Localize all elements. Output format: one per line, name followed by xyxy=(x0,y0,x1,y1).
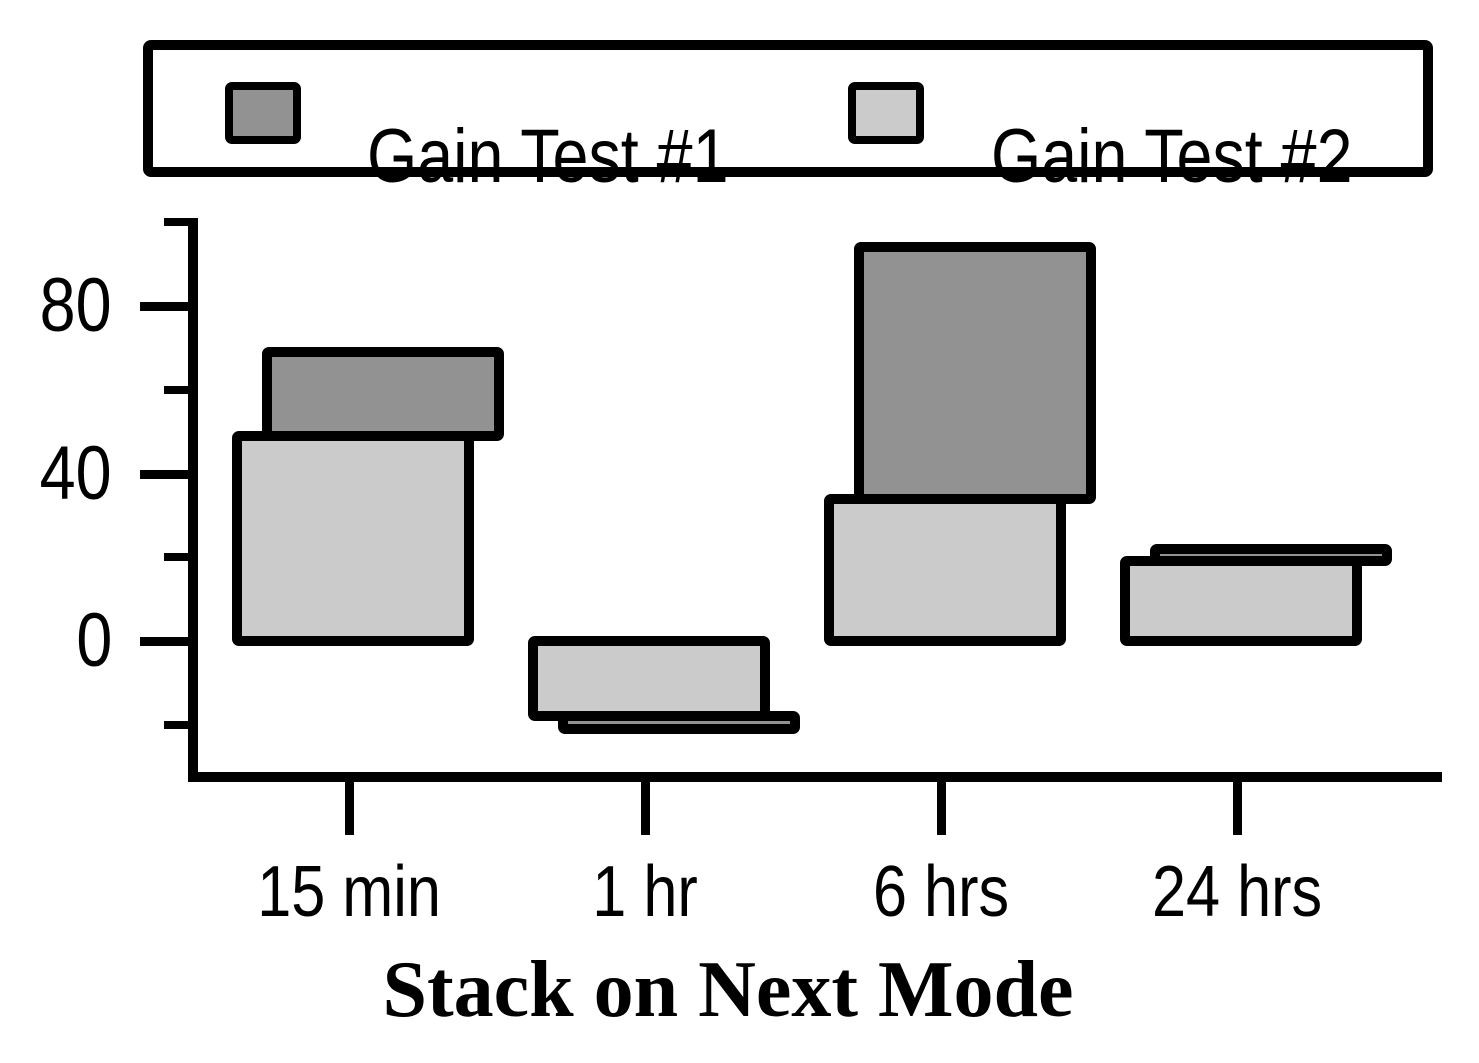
x-tick-label-15-min: 15 min xyxy=(189,852,509,932)
y-minor-tick-60 xyxy=(164,385,190,394)
x-tick-label-1-hr: 1 hr xyxy=(485,852,805,932)
bar-gain-test-1-15-min xyxy=(262,347,504,441)
legend-label-gain-test-1: Gain Test #1 xyxy=(367,112,792,202)
x-tick-label-text: 24 hrs xyxy=(1151,852,1323,932)
x-axis-line xyxy=(188,772,1442,782)
bar-gain-test-2-24-hrs xyxy=(1120,556,1362,646)
x-tick-1-hr xyxy=(641,782,650,835)
legend-swatch-gain-test-2 xyxy=(848,82,924,144)
y-axis-line xyxy=(188,218,198,782)
legend: Gain Test #1 Gain Test #2 xyxy=(143,40,1433,199)
bar-gain-test-1-6-hrs xyxy=(854,242,1096,504)
bar-gain-test-2-15-min xyxy=(232,430,474,646)
y-major-tick-40 xyxy=(140,469,190,479)
bar-gain-test-2-1-hr xyxy=(528,636,770,722)
x-tick-24-hrs xyxy=(1233,782,1242,835)
x-axis-title: Stack on Next Mode xyxy=(382,946,1074,1034)
x-tick-label-text: 6 hrs xyxy=(872,852,1010,932)
y-tick-label-0: 0 xyxy=(0,601,112,681)
x-tick-15-min xyxy=(345,782,354,835)
y-minor-tick-100 xyxy=(164,218,190,227)
x-tick-label-text: 15 min xyxy=(257,852,441,932)
y-tick-label-text: 40 xyxy=(40,430,112,516)
x-tick-6-hrs xyxy=(937,782,946,835)
legend-label-text: Gain Test #2 xyxy=(991,114,1353,199)
y-tick-label-40: 40 xyxy=(0,430,112,516)
x-tick-label-6-hrs: 6 hrs xyxy=(781,852,1101,932)
bar-gain-test-2-6-hrs xyxy=(824,493,1066,646)
legend-swatch-gain-test-1 xyxy=(225,82,301,144)
y-minor-tick-20 xyxy=(164,553,190,562)
y-tick-label-text: 0 xyxy=(76,598,112,683)
x-tick-label-24-hrs: 24 hrs xyxy=(1077,852,1397,932)
y-tick-label-80: 80 xyxy=(0,266,112,346)
legend-label-text: Gain Test #1 xyxy=(367,114,729,199)
y-tick-label-text: 80 xyxy=(40,263,112,348)
y-minor-tick--20 xyxy=(164,720,190,729)
x-tick-label-text: 1 hr xyxy=(592,852,698,932)
legend-label-gain-test-2: Gain Test #2 xyxy=(991,112,1416,202)
y-major-tick-80 xyxy=(140,302,190,311)
y-major-tick-0 xyxy=(140,637,190,646)
